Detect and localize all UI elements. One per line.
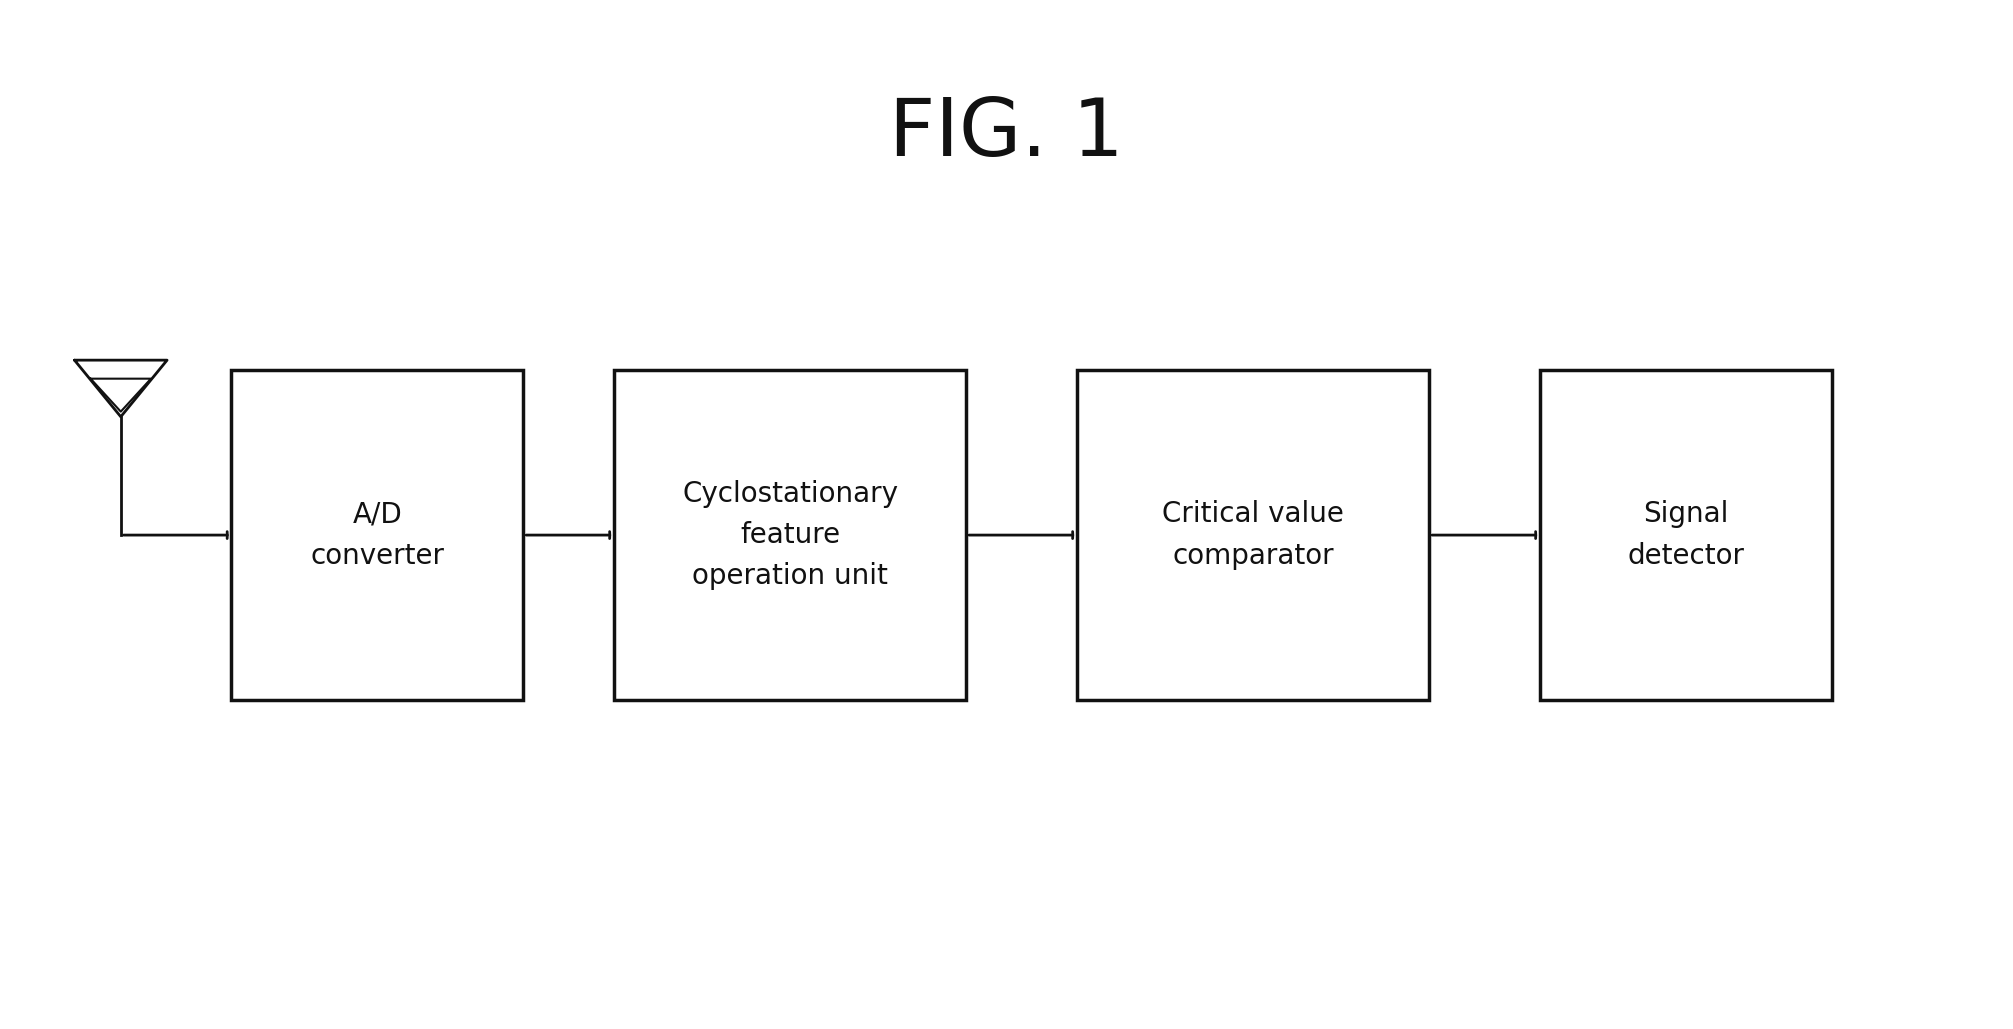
Bar (614, 370, 966, 700)
Text: Cyclostationary
feature
operation unit: Cyclostationary feature operation unit (682, 480, 898, 591)
Bar (1077, 370, 1429, 700)
Text: Critical value
comparator: Critical value comparator (1162, 500, 1345, 570)
Text: FIG. 1: FIG. 1 (890, 95, 1123, 173)
Bar (1540, 370, 1832, 700)
Text: A/D
converter: A/D converter (310, 500, 445, 570)
Text: Signal
detector: Signal detector (1627, 500, 1745, 570)
Bar (231, 370, 523, 700)
